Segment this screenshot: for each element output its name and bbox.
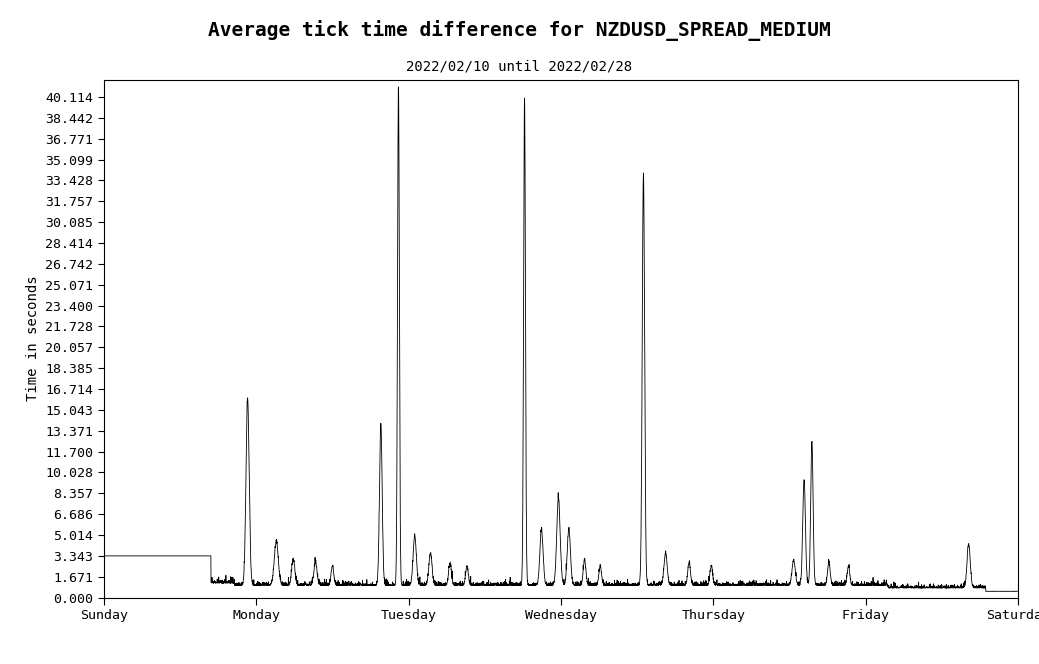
- Y-axis label: Time in seconds: Time in seconds: [26, 276, 39, 402]
- Text: 2022/02/10 until 2022/02/28: 2022/02/10 until 2022/02/28: [406, 60, 633, 74]
- Text: Average tick time difference for NZDUSD_SPREAD_MEDIUM: Average tick time difference for NZDUSD_…: [208, 20, 831, 41]
